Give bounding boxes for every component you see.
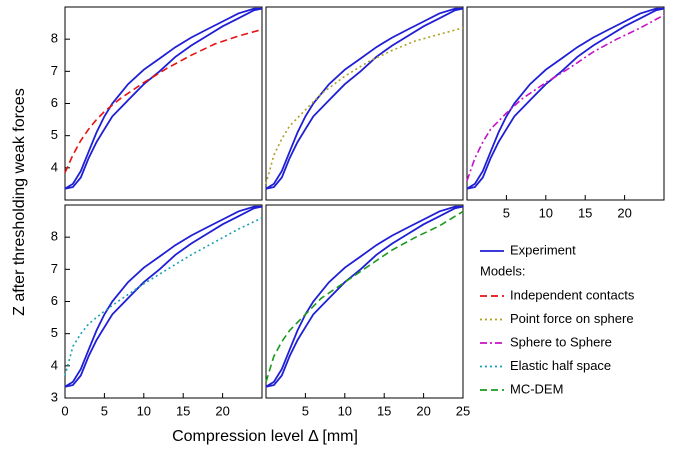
plot-frame bbox=[265, 204, 464, 399]
x-tick-label: 15 bbox=[176, 403, 190, 418]
plot-frame bbox=[64, 204, 263, 399]
legend-label: MC-DEM bbox=[510, 381, 563, 396]
plot-frame bbox=[64, 6, 263, 201]
x-tick-label: 5 bbox=[302, 403, 309, 418]
legend-label: Elastic half space bbox=[510, 358, 611, 373]
x-tick-label: 15 bbox=[377, 403, 391, 418]
y-tick-label: 3 bbox=[51, 389, 58, 404]
legend-label: Independent contacts bbox=[510, 287, 635, 302]
series-line bbox=[466, 7, 665, 190]
x-tick-label: 15 bbox=[578, 205, 592, 220]
series-line bbox=[64, 205, 263, 388]
y-tick-label: 7 bbox=[51, 261, 58, 276]
x-tick-label: 10 bbox=[539, 205, 553, 220]
y-tick-label: 7 bbox=[51, 63, 58, 78]
series-line bbox=[64, 28, 263, 174]
y-tick-label: 5 bbox=[51, 325, 58, 340]
y-tick-label: 5 bbox=[51, 127, 58, 142]
legend-label: Sphere to Sphere bbox=[510, 334, 612, 349]
y-tick-label: 4 bbox=[51, 357, 58, 372]
x-tick-label: 0 bbox=[61, 403, 68, 418]
series-line bbox=[64, 7, 263, 190]
y-tick-label: 4 bbox=[51, 159, 58, 174]
series-line bbox=[64, 217, 263, 376]
x-tick-label: 5 bbox=[101, 403, 108, 418]
x-tick-label: 5 bbox=[503, 205, 510, 220]
y-tick-label: 8 bbox=[51, 31, 58, 46]
legend-label: Point force on sphere bbox=[510, 311, 634, 326]
y-tick-label: 8 bbox=[51, 229, 58, 244]
series-line bbox=[466, 14, 665, 181]
x-tick-label: 25 bbox=[456, 403, 470, 418]
series-line bbox=[265, 7, 464, 190]
series-line bbox=[265, 205, 464, 388]
series-line bbox=[265, 210, 464, 383]
x-tick-label: 20 bbox=[416, 403, 430, 418]
legend-heading: Models: bbox=[480, 263, 526, 278]
y-tick-label: 6 bbox=[51, 293, 58, 308]
x-tick-label: 10 bbox=[338, 403, 352, 418]
plot-frame bbox=[265, 6, 464, 201]
x-tick-label: 20 bbox=[215, 403, 229, 418]
x-axis-label: Compression level Δ [mm] bbox=[172, 428, 358, 445]
x-tick-label: 20 bbox=[617, 205, 631, 220]
legend-label: Experiment bbox=[510, 242, 576, 257]
y-tick-label: 6 bbox=[51, 95, 58, 110]
series-line bbox=[265, 27, 464, 185]
y-axis-label: Z after thresholding weak forces bbox=[11, 88, 28, 316]
x-tick-label: 10 bbox=[137, 403, 151, 418]
plot-frame bbox=[466, 6, 665, 201]
